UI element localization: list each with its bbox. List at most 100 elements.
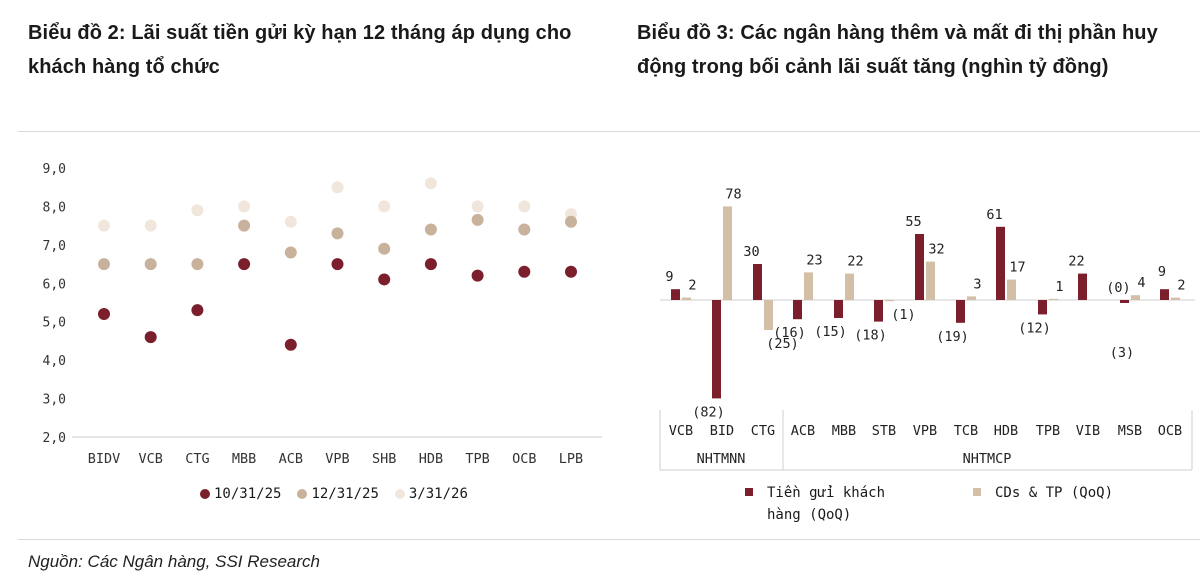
data-label: 22 [1068, 254, 1084, 270]
bar [885, 300, 894, 302]
data-label: (0) [1106, 280, 1130, 296]
data-point [378, 273, 391, 286]
x-tick-label: ACB [279, 451, 303, 467]
y-tick-label: 2,0 [43, 431, 66, 446]
data-point [471, 213, 484, 226]
data-label: 22 [847, 254, 863, 270]
x-tick-label: OCB [512, 451, 536, 467]
legend-marker [973, 488, 981, 496]
chart3-legend: Tiền gửi khách hàng (QoQ) CDs & TP (QoQ) [745, 482, 1113, 526]
data-label: (19) [936, 329, 969, 345]
bar [804, 272, 813, 300]
legend-label: Tiền gửi khách hàng (QoQ) [767, 485, 886, 523]
bottom-divider [18, 539, 1200, 540]
top-divider [18, 131, 1200, 132]
data-label: 32 [928, 242, 944, 258]
data-label: 3 [973, 276, 981, 292]
bar [967, 296, 976, 300]
data-label: (1) [891, 307, 915, 323]
data-label: 23 [806, 252, 822, 268]
x-tick-label: VPB [325, 451, 349, 467]
data-label: 1 [1055, 279, 1063, 295]
bar [1120, 300, 1129, 303]
legend-item: CDs & TP (QoQ) [973, 482, 1113, 504]
bar [1171, 297, 1180, 300]
data-label: 9 [665, 269, 673, 285]
bar [926, 261, 935, 300]
data-point [331, 258, 344, 271]
legend-marker [394, 489, 405, 499]
chart2-legend: 10/31/25 12/31/25 3/31/26 [200, 486, 468, 502]
data-point [518, 223, 531, 236]
chart3-title: Biểu đồ 3: Các ngân hàng thêm và mất đi … [637, 22, 1158, 78]
data-label: 2 [688, 278, 696, 294]
x-tick-label: CTG [751, 423, 775, 439]
data-point [98, 219, 110, 232]
data-point [98, 308, 110, 321]
x-tick-label: MBB [832, 423, 856, 439]
x-tick-label: MBB [232, 451, 256, 467]
data-point [424, 223, 437, 236]
data-point [424, 177, 437, 190]
data-point [144, 258, 157, 271]
x-tick-label: CTG [185, 451, 209, 467]
data-point [238, 200, 251, 213]
bar [1131, 295, 1140, 300]
data-point [284, 338, 297, 351]
data-label: 17 [1009, 260, 1025, 276]
x-tick-label: TPB [465, 451, 489, 467]
bar [712, 300, 721, 399]
data-label: 55 [905, 214, 921, 230]
bar [1007, 279, 1016, 300]
y-tick-label: 7,0 [43, 239, 66, 254]
group-label: NHTMNN [697, 451, 746, 467]
x-tick-label: MSB [1118, 423, 1142, 439]
data-point [378, 200, 391, 213]
data-point [331, 181, 344, 194]
x-tick-label: SHB [372, 451, 396, 467]
bar [915, 234, 924, 300]
bar [1038, 300, 1047, 315]
bar [956, 300, 965, 323]
data-point [471, 200, 484, 213]
data-point [98, 258, 110, 271]
data-point [378, 242, 391, 255]
bar [682, 297, 691, 300]
chart2-scatter-plot: 2,0 3,0 4,0 5,0 6,0 7,0 8,0 9,0 BIDV VCB CTG MBB ACB… [43, 162, 602, 467]
x-tick-label: VCB [139, 451, 163, 467]
data-label: 4 [1137, 275, 1145, 291]
data-point [144, 219, 157, 232]
x-tick-label: HDB [419, 451, 443, 467]
data-label: (15) [814, 324, 847, 340]
data-point [284, 246, 297, 259]
bar [996, 226, 1005, 300]
chart2-title: Biểu đồ 2: Lãi suất tiền gửi kỳ hạn 12 t… [28, 22, 572, 78]
legend-item: 12/31/25 [297, 486, 379, 502]
data-point [144, 331, 157, 344]
legend-item: Tiền gửi khách hàng (QoQ) [745, 482, 927, 526]
x-tick-label: TPB [1036, 423, 1060, 439]
data-point [191, 258, 204, 271]
legend-label: 3/31/26 [408, 486, 468, 502]
legend-item: 10/31/25 [200, 486, 281, 502]
x-tick-label: OCB [1158, 423, 1182, 439]
x-tick-label: VPB [913, 423, 937, 439]
x-tick-label: STB [872, 423, 896, 439]
data-label: (18) [854, 328, 887, 344]
bar [671, 289, 680, 300]
data-point [518, 200, 531, 213]
data-point [565, 265, 577, 278]
bar [753, 264, 762, 300]
legend-label: CDs & TP (QoQ) [995, 485, 1114, 501]
x-tick-label: BIDV [88, 451, 121, 467]
data-point [238, 258, 251, 271]
data-label: 9 [1158, 264, 1166, 280]
data-point [518, 265, 531, 278]
bar [764, 300, 773, 330]
x-tick-label: VIB [1076, 423, 1100, 439]
data-label: (12) [1018, 320, 1051, 336]
x-tick-label: TCB [954, 423, 978, 439]
y-tick-label: 3,0 [43, 393, 66, 408]
data-label: 30 [743, 244, 759, 260]
bar [874, 300, 883, 322]
